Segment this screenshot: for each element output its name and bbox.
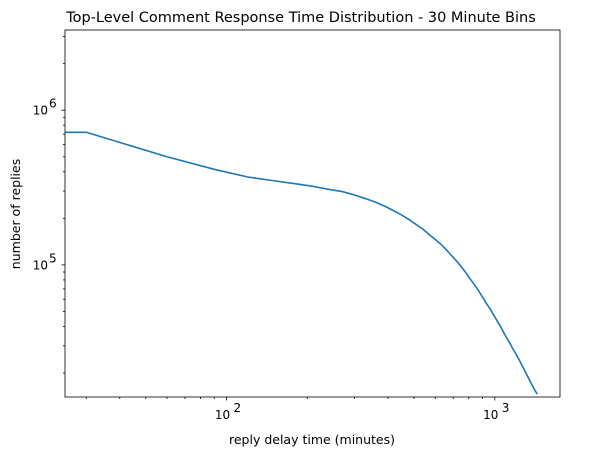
y-tick-label: 10: [33, 104, 48, 118]
y-axis-label: number of replies: [8, 159, 23, 269]
plot-area: [64, 29, 561, 398]
x-tick-exponent: 3: [502, 401, 510, 415]
y-tick-exponent: 5: [49, 251, 57, 265]
x-axis: 10 2 10 3: [85, 397, 510, 422]
y-tick-exponent: 6: [49, 97, 57, 111]
x-axis-label: reply delay time (minutes): [229, 432, 395, 447]
chart-title: Top-Level Comment Response Time Distribu…: [65, 10, 536, 26]
series-line-0: [65, 131, 538, 395]
series-layer: [65, 131, 538, 395]
plot-frame: [64, 29, 561, 398]
x-tick-label: 10: [483, 408, 498, 422]
x-tick-label: 10: [215, 408, 230, 422]
y-tick-label: 10: [33, 258, 48, 272]
x-tick-exponent: 2: [234, 401, 242, 415]
